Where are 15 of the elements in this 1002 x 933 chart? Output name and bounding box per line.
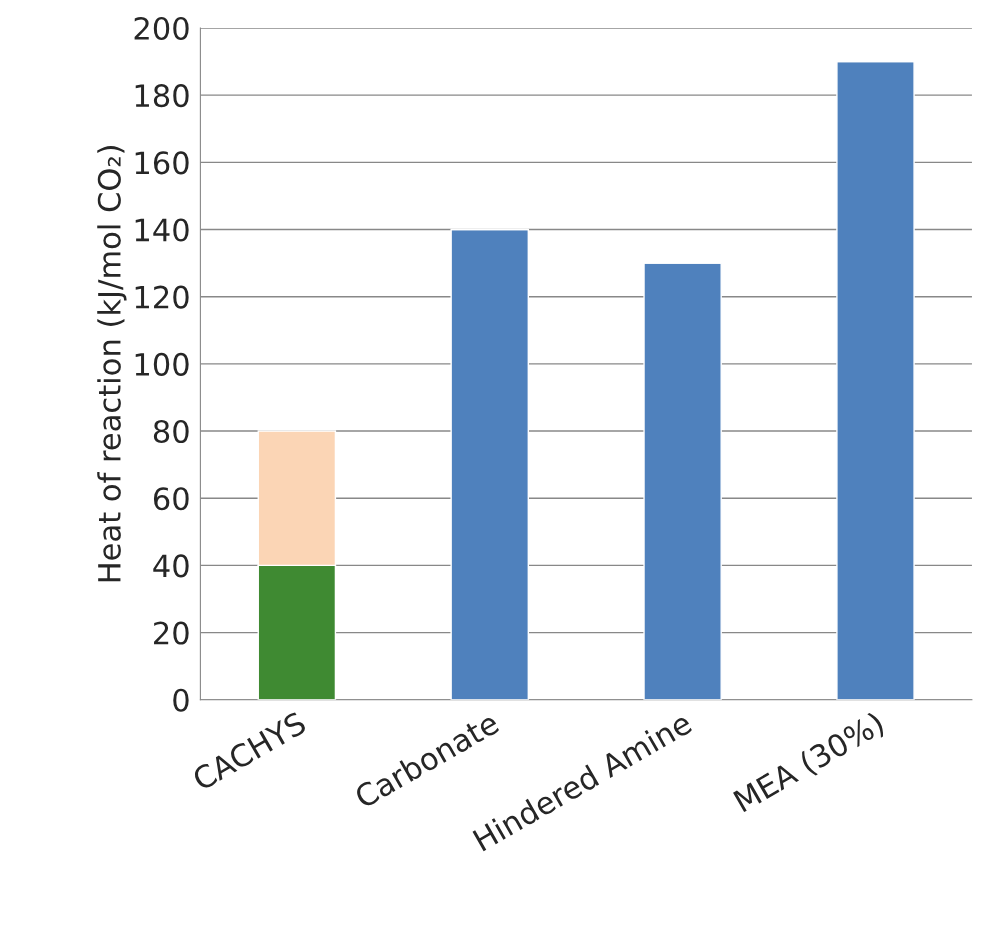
y-axis-title: Heat of reaction (kJ/mol CO₂) [97,146,127,582]
y-tick-label: 80 [153,419,189,444]
y-tick-label: 60 [153,487,189,511]
y-tick-label: 20 [154,621,189,645]
y-tick-label: 0 [173,688,189,712]
y-tick-label: 140 [135,218,189,242]
bar [643,262,722,700]
y-tick-label: 200 [134,16,189,41]
y-tick-label: 160 [135,151,189,175]
y-tick-label: 40 [153,554,189,578]
y-tick-label: 100 [135,352,189,376]
bar [450,228,529,700]
y-tick-label: 180 [135,84,189,108]
y-tick-label: 120 [135,285,189,309]
bar [836,60,915,700]
